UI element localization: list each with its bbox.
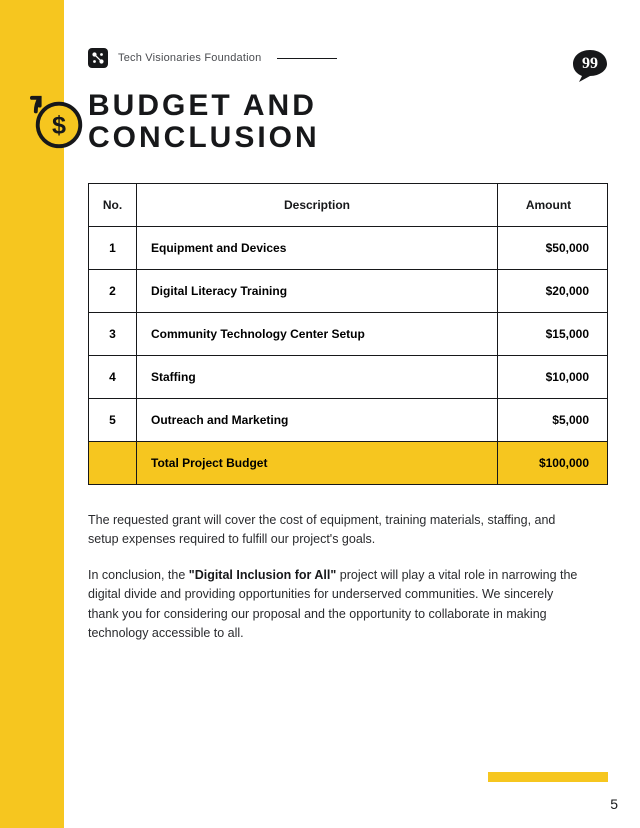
table-total-row: Total Project Budget $100,000 <box>89 442 608 485</box>
cell-amt: $20,000 <box>498 270 608 313</box>
cell-amt: $15,000 <box>498 313 608 356</box>
col-header-amt: Amount <box>498 184 608 227</box>
org-logo-icon <box>88 48 108 68</box>
p2-bold: "Digital Inclusion for All" <box>189 568 337 582</box>
col-header-desc: Description <box>137 184 498 227</box>
cell-no: 2 <box>89 270 137 313</box>
cell-desc-total: Total Project Budget <box>137 442 498 485</box>
cell-desc: Digital Literacy Training <box>137 270 498 313</box>
cell-desc: Community Technology Center Setup <box>137 313 498 356</box>
page-number: 5 <box>610 796 618 812</box>
footer-accent-bar <box>488 772 608 782</box>
table-row: 4 Staffing $10,000 <box>89 356 608 399</box>
cell-no: 1 <box>89 227 137 270</box>
title-line-2: CONCLUSION <box>88 121 320 154</box>
cell-no: 5 <box>89 399 137 442</box>
cell-desc: Outreach and Marketing <box>137 399 498 442</box>
cell-amt-total: $100,000 <box>498 442 608 485</box>
cell-amt: $10,000 <box>498 356 608 399</box>
p2-pre: In conclusion, the <box>88 568 189 582</box>
cell-desc: Equipment and Devices <box>137 227 498 270</box>
header-row: Tech Visionaries Foundation <box>88 48 608 68</box>
title-row: $ BUDGET AND CONCLUSION <box>88 90 608 153</box>
cell-amt: $50,000 <box>498 227 608 270</box>
quote-bubble-icon: 99 <box>570 46 610 86</box>
col-header-no: No. <box>89 184 137 227</box>
svg-text:$: $ <box>52 112 66 140</box>
table-header-row: No. Description Amount <box>89 184 608 227</box>
svg-text:99: 99 <box>582 55 598 72</box>
page-title: BUDGET AND CONCLUSION <box>88 90 320 153</box>
body-text: The requested grant will cover the cost … <box>88 511 587 643</box>
cell-amt: $5,000 <box>498 399 608 442</box>
budget-table: No. Description Amount 1 Equipment and D… <box>88 183 608 485</box>
cell-no: 4 <box>89 356 137 399</box>
paragraph-1: The requested grant will cover the cost … <box>88 511 587 550</box>
header-divider <box>277 58 337 59</box>
cell-no-total <box>89 442 137 485</box>
paragraph-2: In conclusion, the "Digital Inclusion fo… <box>88 566 587 644</box>
cell-desc: Staffing <box>137 356 498 399</box>
org-name: Tech Visionaries Foundation <box>118 52 261 64</box>
dollar-coin-icon: $ <box>30 94 88 152</box>
main-content: Tech Visionaries Foundation $ BUDGET AND… <box>88 48 608 659</box>
table-row: 5 Outreach and Marketing $5,000 <box>89 399 608 442</box>
table-row: 2 Digital Literacy Training $20,000 <box>89 270 608 313</box>
table-row: 1 Equipment and Devices $50,000 <box>89 227 608 270</box>
title-line-1: BUDGET AND <box>88 89 317 122</box>
cell-no: 3 <box>89 313 137 356</box>
table-row: 3 Community Technology Center Setup $15,… <box>89 313 608 356</box>
